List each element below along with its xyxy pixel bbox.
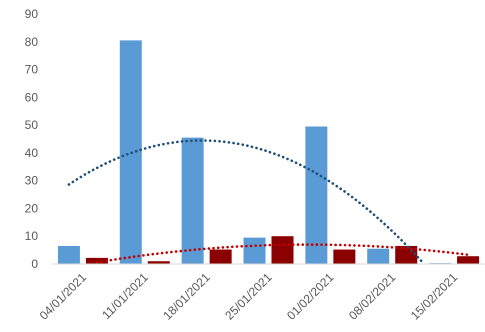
trendline-series-1 xyxy=(67,139,423,263)
x-tick-label: 18/01/2021 xyxy=(160,270,213,323)
bar-series-2 xyxy=(333,249,356,264)
y-tick-label: 50 xyxy=(25,118,39,132)
y-tick-label: 0 xyxy=(31,257,38,271)
y-tick-label: 10 xyxy=(25,229,39,243)
bar-series-2 xyxy=(457,256,480,264)
y-tick-label: 90 xyxy=(25,7,39,21)
x-tick-label: 25/01/2021 xyxy=(222,270,275,323)
x-axis: 04/01/2021 11/01/2021 18/01/2021 25/01/2021… xyxy=(37,270,461,323)
y-tick-label: 70 xyxy=(25,63,39,77)
y-tick-label: 80 xyxy=(25,35,39,49)
trendline-series-2 xyxy=(95,243,470,264)
bar-series-1 xyxy=(305,126,328,264)
y-tick-label: 20 xyxy=(25,201,39,215)
y-axis: 0 10 20 30 40 50 60 70 80 90 xyxy=(25,7,39,271)
bar-series-1 xyxy=(243,237,266,264)
bar-series-1 xyxy=(181,137,204,264)
y-tick-label: 60 xyxy=(25,90,39,104)
trendlines xyxy=(67,139,470,264)
bar-series-2 xyxy=(271,236,294,264)
bar-series-2 xyxy=(147,261,170,264)
bar-series-1 xyxy=(367,248,390,264)
x-tick-label: 04/01/2021 xyxy=(37,270,90,323)
bars xyxy=(57,40,480,265)
x-tick-label: 11/01/2021 xyxy=(99,270,151,322)
bar-series-2 xyxy=(85,257,108,264)
bar-series-1 xyxy=(57,245,80,264)
x-tick-label: 15/02/2021 xyxy=(408,270,461,323)
x-tick-label: 01/02/2021 xyxy=(284,270,337,323)
y-tick-label: 30 xyxy=(25,174,39,188)
y-tick-label: 40 xyxy=(25,146,39,160)
bar-series-2 xyxy=(209,249,232,264)
x-tick-label: 08/02/2021 xyxy=(346,270,399,323)
